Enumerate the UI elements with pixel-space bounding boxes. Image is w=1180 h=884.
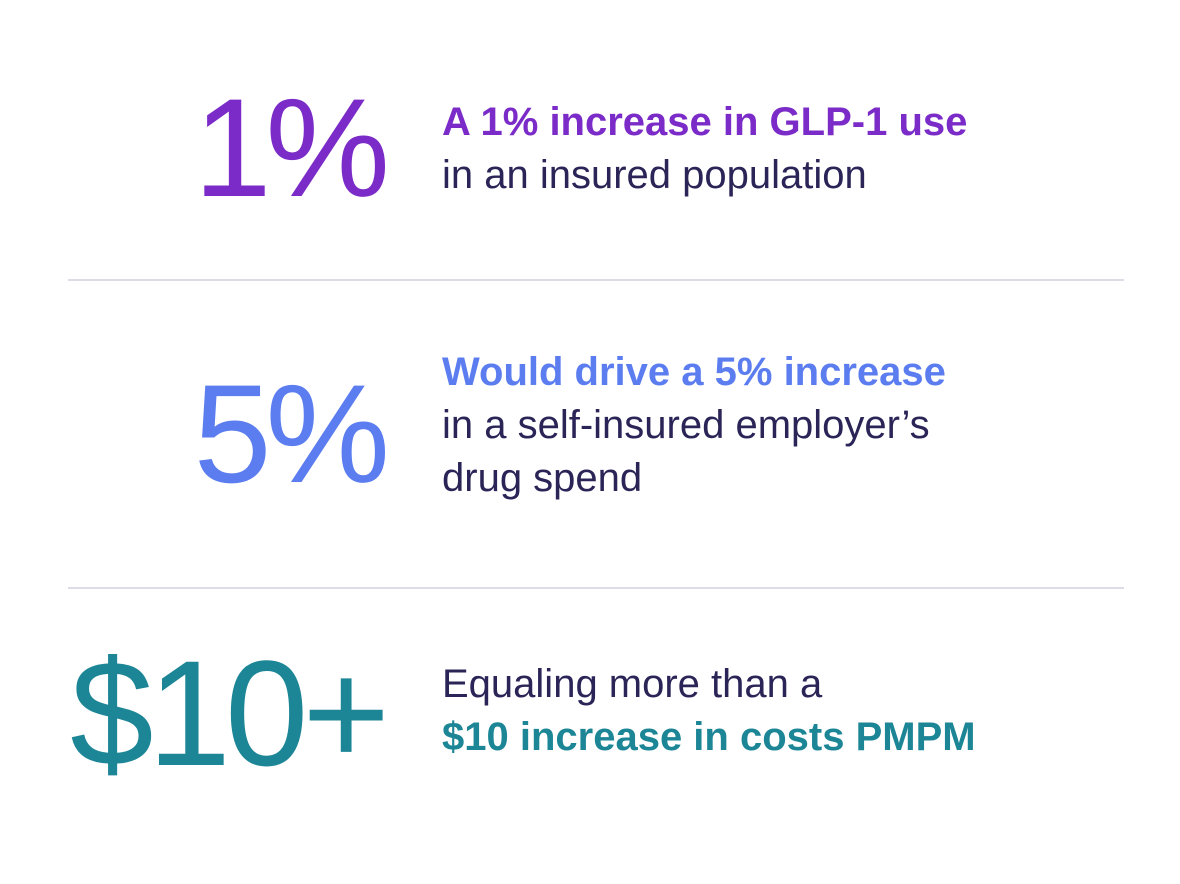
stat-2-detail-line-1: in a self-insured employer’s	[442, 403, 930, 447]
stat-description-1: A 1% increase in GLP-1 use in an insured…	[442, 96, 1142, 202]
stat-description-3: Equaling more than a $10 increase in cos…	[442, 658, 1142, 764]
stat-3-highlight: $10 increase in costs PMPM	[442, 715, 976, 759]
stat-value-5percent: 5%	[193, 355, 390, 512]
stat-description-2: Would drive a 5% increase in a self-insu…	[442, 346, 1142, 505]
stat-value-1percent: 1%	[193, 69, 390, 226]
divider-2	[68, 587, 1124, 589]
stat-value-10dollars: $10+	[70, 629, 390, 797]
stat-3-detail: Equaling more than a	[442, 662, 823, 706]
divider-1	[68, 279, 1124, 281]
stat-2-detail-line-2: drug spend	[442, 456, 643, 500]
stat-1-detail: in an insured population	[442, 153, 867, 197]
stat-2-highlight: Would drive a 5% increase	[442, 350, 946, 394]
stat-1-highlight: A 1% increase in GLP-1 use	[442, 100, 968, 144]
